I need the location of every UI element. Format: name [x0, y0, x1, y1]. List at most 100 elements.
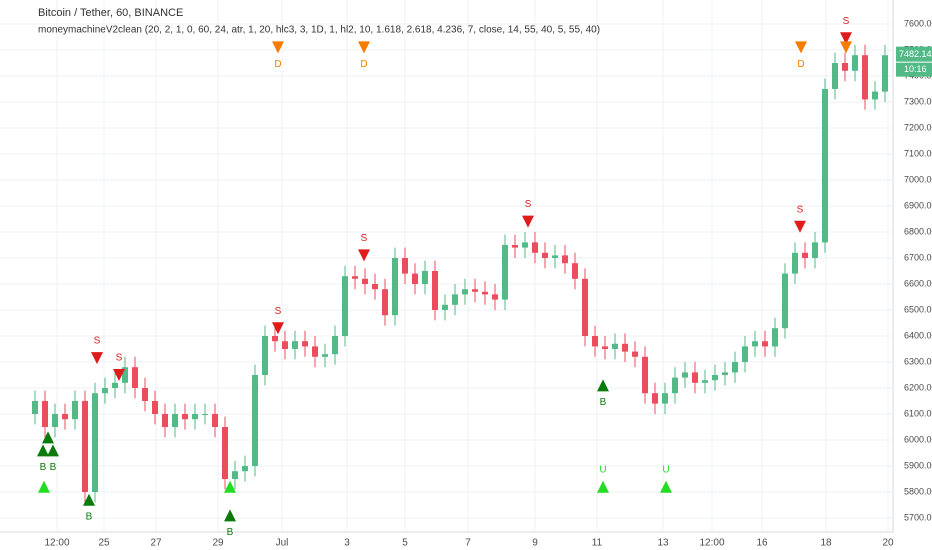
y-tick-label: 7100.00 — [904, 148, 932, 158]
x-tick-label: 25 — [98, 538, 110, 549]
x-tick-label: 16 — [756, 538, 768, 549]
candle-body — [702, 380, 708, 383]
candle-body — [292, 341, 298, 349]
candle-body — [632, 351, 638, 357]
candle-body — [442, 304, 448, 310]
grid — [0, 0, 893, 532]
candle-body — [472, 289, 478, 292]
signal-marker — [224, 480, 236, 493]
y-tick-label: 5700.00 — [904, 512, 932, 522]
candle-body — [462, 289, 468, 295]
candle-body — [392, 258, 398, 316]
candle-body — [852, 55, 858, 71]
x-tick-label: 3 — [344, 538, 350, 549]
y-tick-label: 6500.00 — [904, 304, 932, 314]
indicator-label: moneymachineV2clean (20, 2, 1, 0, 60, 24… — [38, 25, 600, 36]
signal-marker — [794, 220, 806, 233]
candle-body — [482, 291, 488, 295]
y-tick-label: 7000.00 — [904, 174, 932, 184]
candle-body — [782, 273, 788, 329]
candle-body — [512, 245, 518, 248]
signal-label: S — [361, 233, 368, 244]
signal-marker — [38, 480, 50, 493]
candle-body — [162, 414, 168, 427]
signal-label: D — [360, 59, 367, 70]
candle-body — [82, 401, 88, 492]
candle-body — [312, 346, 318, 357]
signal-marker — [91, 352, 103, 365]
candle-body — [522, 242, 528, 248]
candle-body — [62, 414, 68, 420]
candle-body — [142, 388, 148, 401]
signal-marker — [42, 431, 54, 444]
x-tick-label: 12:00 — [699, 538, 724, 549]
candle-body — [752, 341, 758, 347]
candle-body — [762, 341, 768, 347]
signal-label: S — [525, 199, 532, 210]
signal-marker — [272, 41, 284, 54]
y-tick-label: 6300.00 — [904, 356, 932, 366]
candle-body — [622, 343, 628, 352]
y-tick-label: 6100.00 — [904, 408, 932, 418]
candle-body — [52, 414, 58, 427]
candle-body — [352, 276, 358, 279]
candle-body — [282, 341, 288, 349]
candle-body — [172, 414, 178, 427]
candle-body — [452, 294, 458, 305]
candle-body — [412, 273, 418, 284]
candle-body — [402, 258, 408, 274]
candle-body — [692, 372, 698, 383]
y-tick-label: 7200.00 — [904, 122, 932, 132]
signal-marker — [113, 369, 125, 381]
signal-marker — [358, 41, 370, 54]
candle-body — [242, 466, 248, 472]
x-tick-label: 5 — [402, 538, 408, 549]
candle-body — [252, 375, 258, 466]
candle-body — [32, 401, 38, 414]
candle-body — [422, 271, 428, 284]
y-tick-label: 7600.00 — [904, 18, 932, 28]
candle-body — [362, 278, 368, 284]
signal-label: B — [40, 462, 47, 473]
candle-body — [212, 414, 218, 427]
candle-body — [532, 242, 538, 253]
candle-body — [642, 356, 648, 394]
signal-label: S — [94, 336, 101, 347]
signal-label: D — [797, 59, 804, 70]
candle-body — [372, 284, 378, 290]
signal-label: S — [116, 353, 123, 364]
x-tick-label: 7 — [465, 538, 471, 549]
candle-body — [432, 271, 438, 310]
x-tick-label: 13 — [657, 538, 669, 549]
candle-body — [382, 289, 388, 316]
candle-body — [72, 401, 78, 420]
signal-label: B — [86, 511, 93, 522]
candle-body — [652, 393, 658, 404]
signal-marker — [840, 41, 852, 54]
candle-body — [682, 372, 688, 378]
y-tick-label: 6700.00 — [904, 252, 932, 262]
candle-body — [272, 336, 278, 342]
y-tick-label: 6800.00 — [904, 226, 932, 236]
y-tick-label: 6400.00 — [904, 330, 932, 340]
signal-marker — [795, 41, 807, 54]
candle-body — [192, 414, 198, 420]
candle-body — [492, 294, 498, 300]
candle-body — [842, 63, 848, 71]
signal-marker — [224, 509, 236, 522]
x-tick-label: 9 — [532, 538, 538, 549]
candle-body — [732, 362, 738, 373]
signal-marker — [840, 32, 852, 45]
signal-label: S — [843, 16, 850, 27]
candle-body — [612, 343, 618, 349]
signal-label: B — [600, 397, 607, 408]
candle-body — [572, 263, 578, 279]
candle-body — [232, 471, 238, 479]
signal-label: S — [275, 306, 282, 317]
candle-body — [222, 427, 228, 479]
y-tick-label: 5900.00 — [904, 460, 932, 470]
candle-body — [802, 252, 808, 258]
